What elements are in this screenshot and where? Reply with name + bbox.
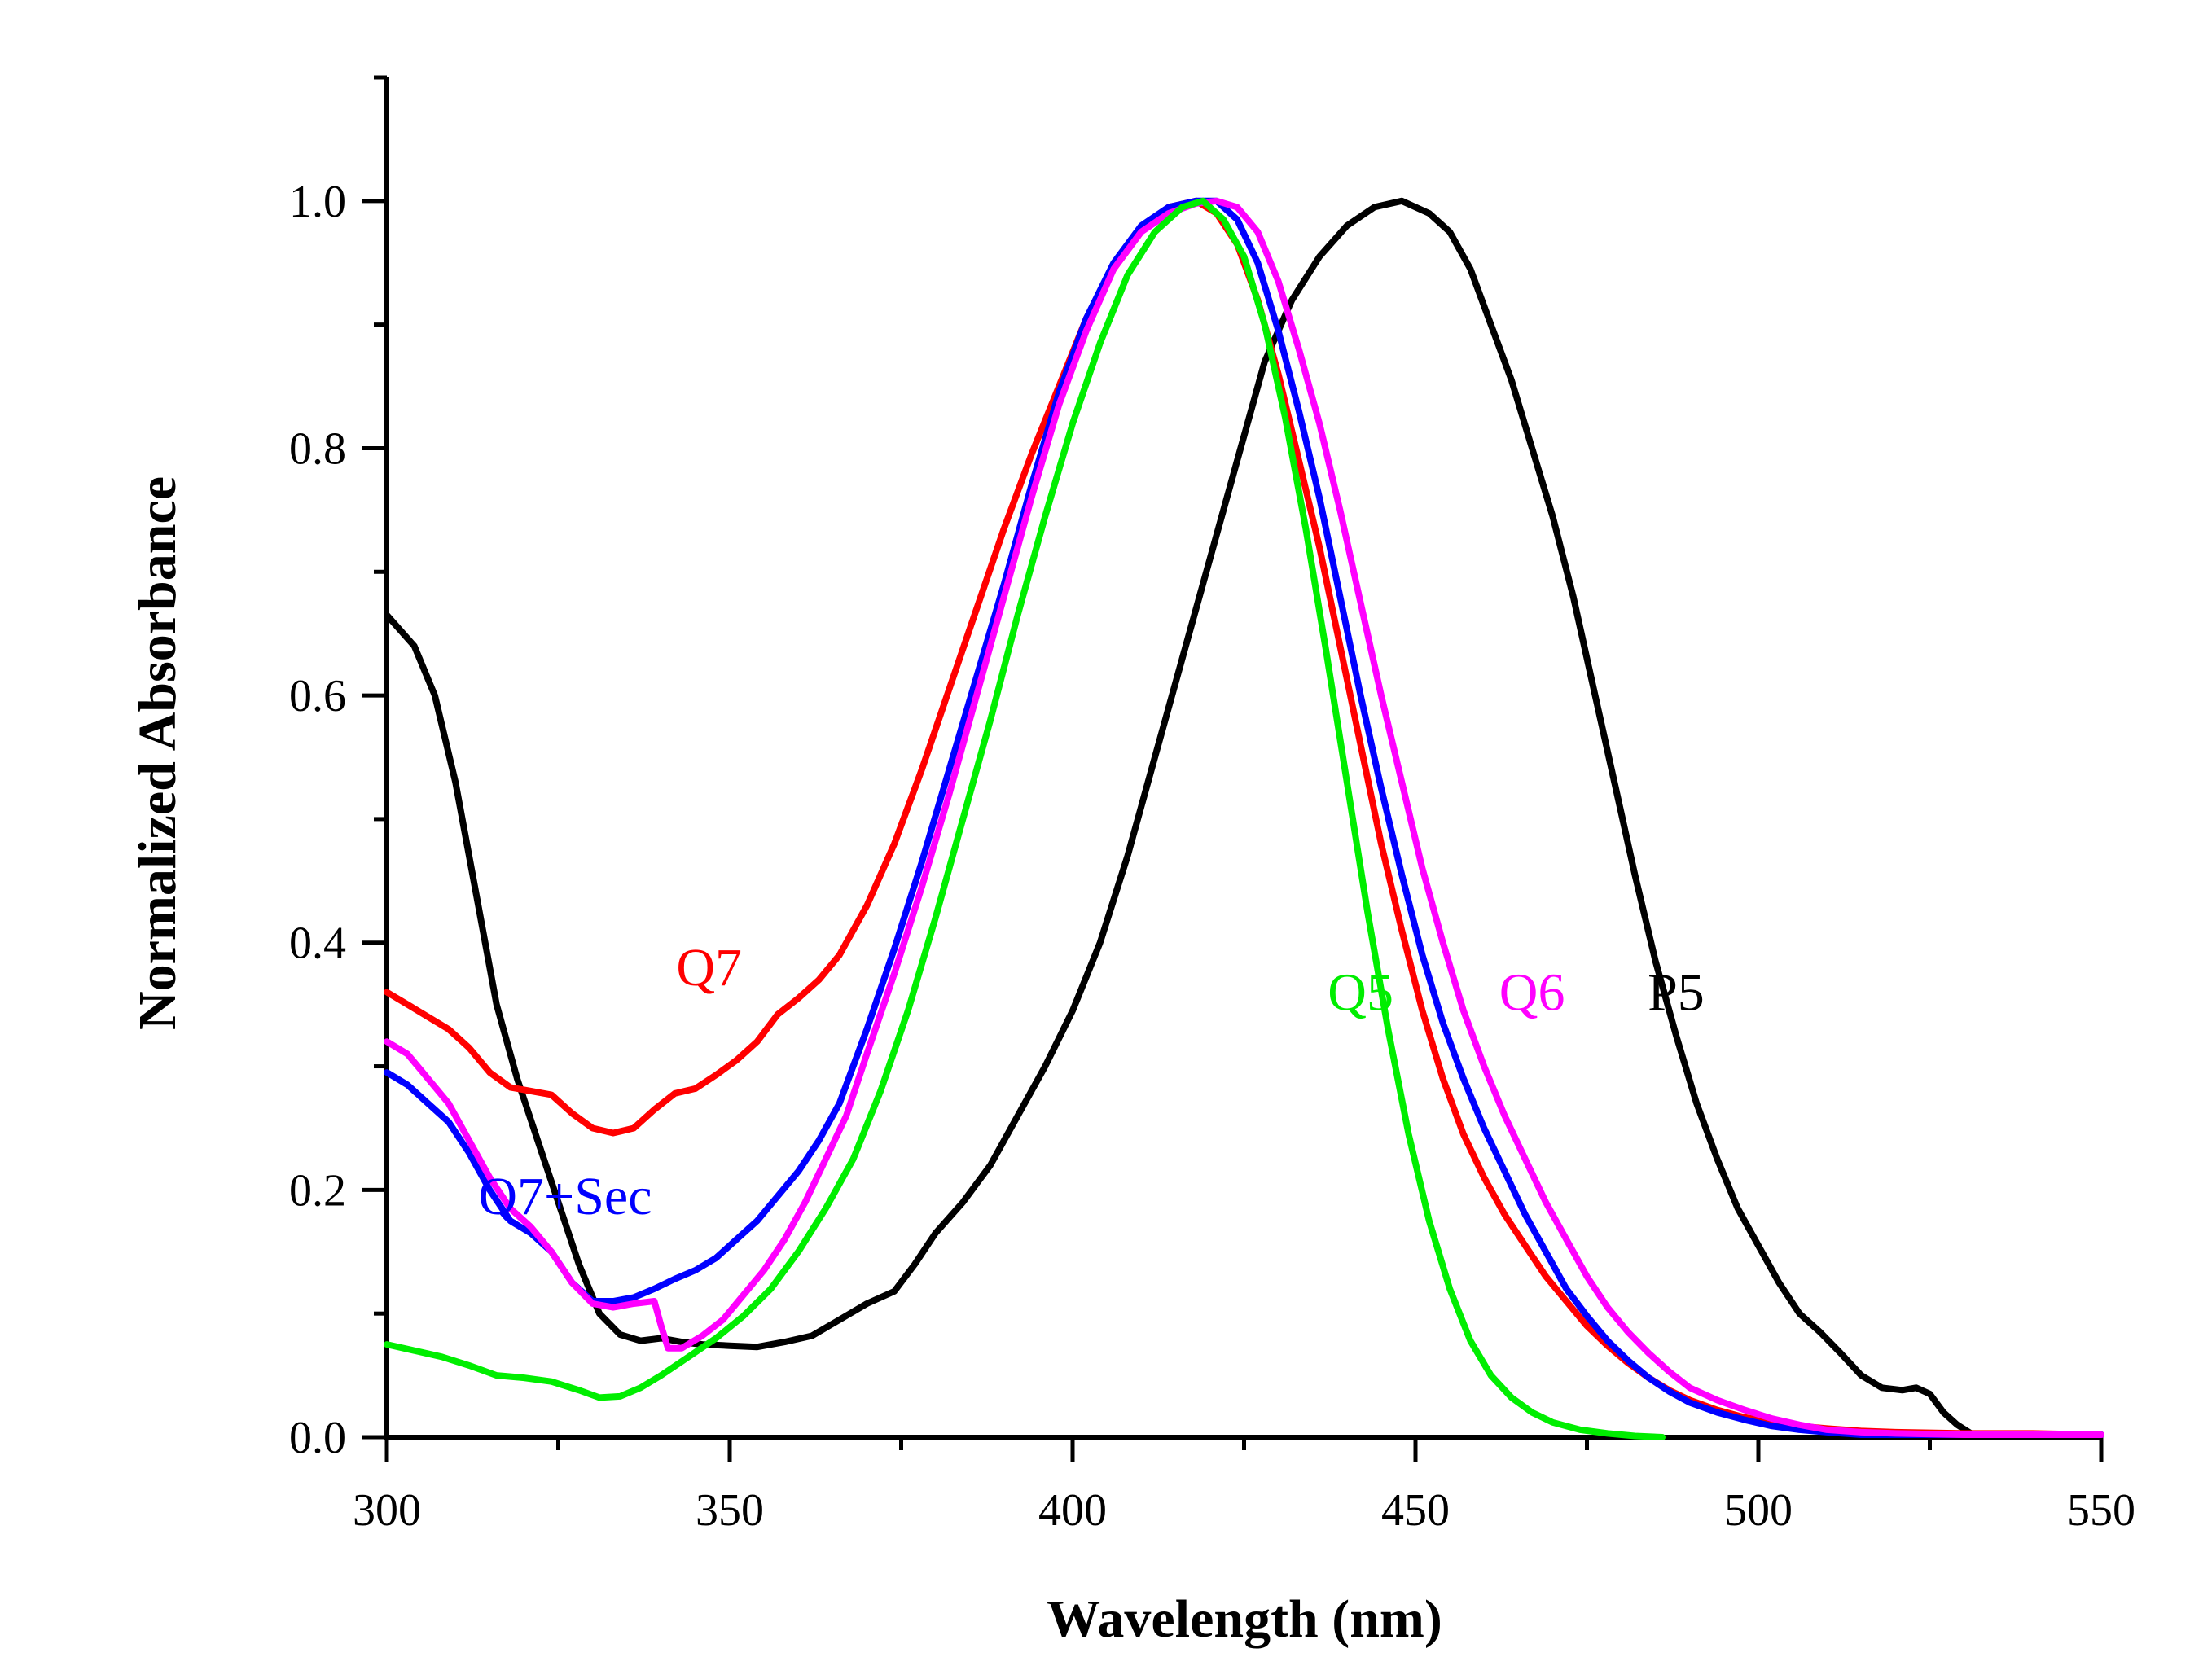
data-series	[384, 197, 2104, 1440]
y-tick-label: 0.8	[289, 423, 346, 474]
series-labels: P5 Q7 Q7+Sec Q6 Q5	[478, 938, 1704, 1226]
axis-ticks	[362, 75, 2104, 1462]
axes	[384, 77, 2101, 1440]
x-tick-label: 550	[2067, 1485, 2135, 1536]
series-line-q5	[384, 197, 1666, 1440]
x-tick-label: 400	[1038, 1485, 1107, 1536]
x-tick-label: 300	[353, 1485, 421, 1536]
y-tick-label: 1.0	[289, 177, 346, 227]
x-tick-label: 500	[1724, 1485, 1793, 1536]
y-tick-label: 0.0	[289, 1413, 346, 1463]
series-line-q6	[384, 197, 2104, 1438]
series-label-q7: Q7	[676, 938, 742, 997]
x-axis-title: Wavelength (nm)	[1047, 1589, 1442, 1649]
y-tick-label: 0.6	[289, 671, 346, 721]
x-tick-label: 450	[1381, 1485, 1450, 1536]
y-axis-title: Normalized Absorbance	[128, 476, 187, 1030]
y-tick-label: 0.2	[289, 1165, 346, 1216]
series-line-q7	[384, 197, 2104, 1438]
axis-tick-labels: 300 350 400 450 500 550 0.0 0.2 0.4 0.6 0.8 1.0	[289, 177, 2135, 1536]
series-label-q5: Q5	[1328, 962, 1393, 1022]
series-label-p5: P5	[1648, 962, 1705, 1022]
series-label-q6: Q6	[1499, 962, 1565, 1022]
series-line-p5	[384, 197, 2104, 1438]
series-line-q7-sec	[384, 197, 2104, 1438]
series-label-q7-sec: Q7+Sec	[478, 1167, 652, 1226]
x-tick-label: 350	[696, 1485, 764, 1536]
y-tick-label: 0.4	[289, 918, 346, 969]
